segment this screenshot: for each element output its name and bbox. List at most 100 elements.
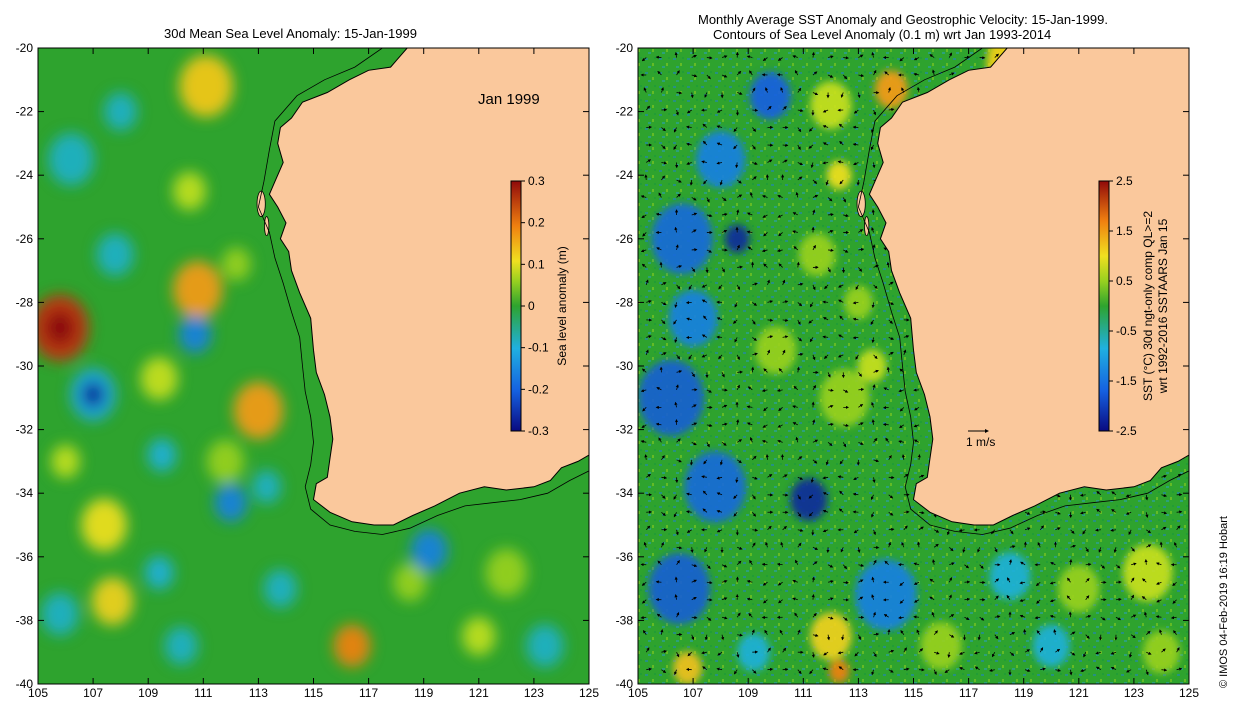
colorbar-tick-label: 0.3 — [528, 174, 545, 188]
sst-anomaly-patch — [810, 612, 852, 661]
sst-anomaly-patch — [810, 81, 852, 130]
sst-anomaly-patch — [638, 359, 705, 436]
sst-anomaly-patch — [1122, 544, 1173, 602]
colorbar-tick-label: 0.1 — [528, 257, 545, 271]
sst-anomaly-patch — [798, 233, 836, 277]
sla-anomaly-patch — [104, 92, 138, 131]
sst-anomaly-patch — [1032, 624, 1070, 668]
sla-anomaly-patch — [233, 381, 284, 440]
left-map-title: 30d Mean Sea Level Anomaly: 15-Jan-1999 — [164, 26, 417, 41]
x-tick-label: 121 — [1069, 686, 1089, 700]
x-tick-label: 111 — [194, 686, 213, 700]
sla-anomaly-patch — [214, 483, 248, 522]
sst-anomaly-patch — [826, 160, 852, 190]
x-tick-label: 125 — [579, 686, 599, 700]
y-tick-label: -20 — [16, 41, 34, 55]
y-tick-label: -38 — [616, 613, 634, 627]
sla-anomaly-patch — [172, 261, 223, 319]
x-tick-label: 105 — [628, 686, 648, 700]
sst-anomaly-patch — [828, 659, 850, 684]
sla-colorbar-label: Sea level anomaly (m) — [555, 246, 569, 365]
sla-anomaly-patch — [221, 247, 251, 281]
colorbar-tick-label: -0.5 — [1116, 324, 1137, 338]
y-tick-label: -34 — [16, 486, 34, 500]
y-tick-label: -32 — [16, 423, 34, 437]
y-tick-label: -28 — [16, 295, 34, 309]
sst-anomaly-patch — [920, 621, 962, 670]
shelf-contour — [257, 48, 589, 535]
sla-anomaly-patch — [263, 569, 297, 608]
sla-anomaly-patch — [45, 311, 75, 345]
sst-anomaly-patch — [819, 369, 870, 427]
y-tick-label: -30 — [616, 359, 634, 373]
x-tick-label: 109 — [138, 686, 158, 700]
australia-land — [268, 48, 589, 526]
sst-anomaly-patch — [673, 651, 703, 684]
x-tick-label: 125 — [1179, 686, 1199, 700]
colorbar-tick-label: -2.5 — [1116, 424, 1137, 438]
map-date-label: Jan 1999 — [478, 91, 540, 108]
y-tick-label: -26 — [16, 232, 34, 246]
y-tick-label: -38 — [16, 613, 34, 627]
x-tick-label: 109 — [738, 686, 758, 700]
sla-anomaly-patch — [140, 357, 178, 401]
sst-anomaly-patch — [668, 289, 718, 347]
y-tick-label: -26 — [616, 232, 634, 246]
x-tick-label: 119 — [414, 686, 433, 700]
colorbar-tick-label: -0.3 — [528, 424, 549, 438]
colorbar-tick-label: 0.5 — [1116, 274, 1133, 288]
copyright-notice: © IMOS 04-Feb-2019 16:19 Hobart — [1218, 516, 1230, 688]
sea-level-anomaly-map: 105 107 109 111 113 115 117 119 121 123 125 -20 -22 -… — [16, 41, 600, 700]
y-tick-label: -30 — [16, 359, 34, 373]
right-map-title-line2: Contours of Sea Level Anomaly (0.1 m) wr… — [713, 27, 1052, 42]
x-tick-label: 119 — [1014, 686, 1033, 700]
x-tick-label: 105 — [28, 686, 48, 700]
sla-colorbar — [510, 180, 522, 432]
sst-colorbar — [1098, 180, 1110, 432]
y-tick-label: -20 — [616, 41, 634, 55]
sst-anomaly-patch — [749, 71, 791, 120]
y-tick-label: -34 — [616, 486, 634, 500]
sla-anomaly-patch — [164, 626, 198, 665]
island — [856, 190, 866, 217]
sst-anomaly-patch — [648, 552, 711, 625]
sla-anomaly-patch — [96, 233, 134, 277]
right-map-title-line1: Monthly Average SST Anomaly and Geostrop… — [698, 12, 1108, 27]
x-tick-label: 121 — [469, 686, 489, 700]
y-tick-label: -36 — [616, 550, 634, 564]
sla-anomaly-patch — [179, 55, 233, 118]
sst-colorbar-label-line2: wrt 1992-2016 SSTAARS Jan 15 — [1156, 218, 1170, 394]
y-tick-label: -32 — [616, 423, 634, 437]
y-tick-label: -28 — [616, 295, 634, 309]
x-tick-label: 107 — [83, 686, 103, 700]
y-tick-label: -24 — [616, 168, 634, 182]
colorbar-tick-label: 1.5 — [1116, 224, 1133, 238]
sla-anomaly-patch — [144, 556, 174, 590]
velocity-scale-label: 1 m/s — [966, 435, 995, 449]
x-tick-label: 123 — [1124, 686, 1144, 700]
sst-anomaly-patch — [684, 451, 747, 523]
sst-anomaly-patch — [1058, 564, 1100, 613]
x-tick-label: 117 — [959, 686, 978, 700]
sla-anomaly-patch — [48, 133, 94, 186]
x-tick-label: 123 — [524, 686, 544, 700]
y-tick-label: -22 — [616, 105, 634, 119]
sla-anomaly-patch — [333, 624, 371, 668]
sla-anomaly-patch — [147, 438, 177, 472]
sst-anomaly-patch — [755, 326, 797, 374]
colorbar-tick-label: 0 — [528, 299, 535, 313]
sst-colorbar-label-line1: SST (°C) 30d ngt-only comp QL>=2 — [1141, 211, 1155, 401]
sla-anomaly-patch — [51, 444, 81, 479]
sla-anomaly-patch — [462, 617, 496, 656]
sst-anomaly-patch — [874, 70, 908, 109]
colorbar-tick-label: 0.2 — [528, 216, 545, 230]
x-tick-label: 107 — [683, 686, 703, 700]
x-tick-label: 111 — [794, 686, 813, 700]
sst-anomaly-patch — [790, 478, 828, 522]
island — [256, 190, 266, 217]
y-tick-label: -22 — [16, 105, 34, 119]
x-tick-label: 113 — [249, 686, 268, 700]
sst-anomaly-patch — [854, 559, 917, 631]
